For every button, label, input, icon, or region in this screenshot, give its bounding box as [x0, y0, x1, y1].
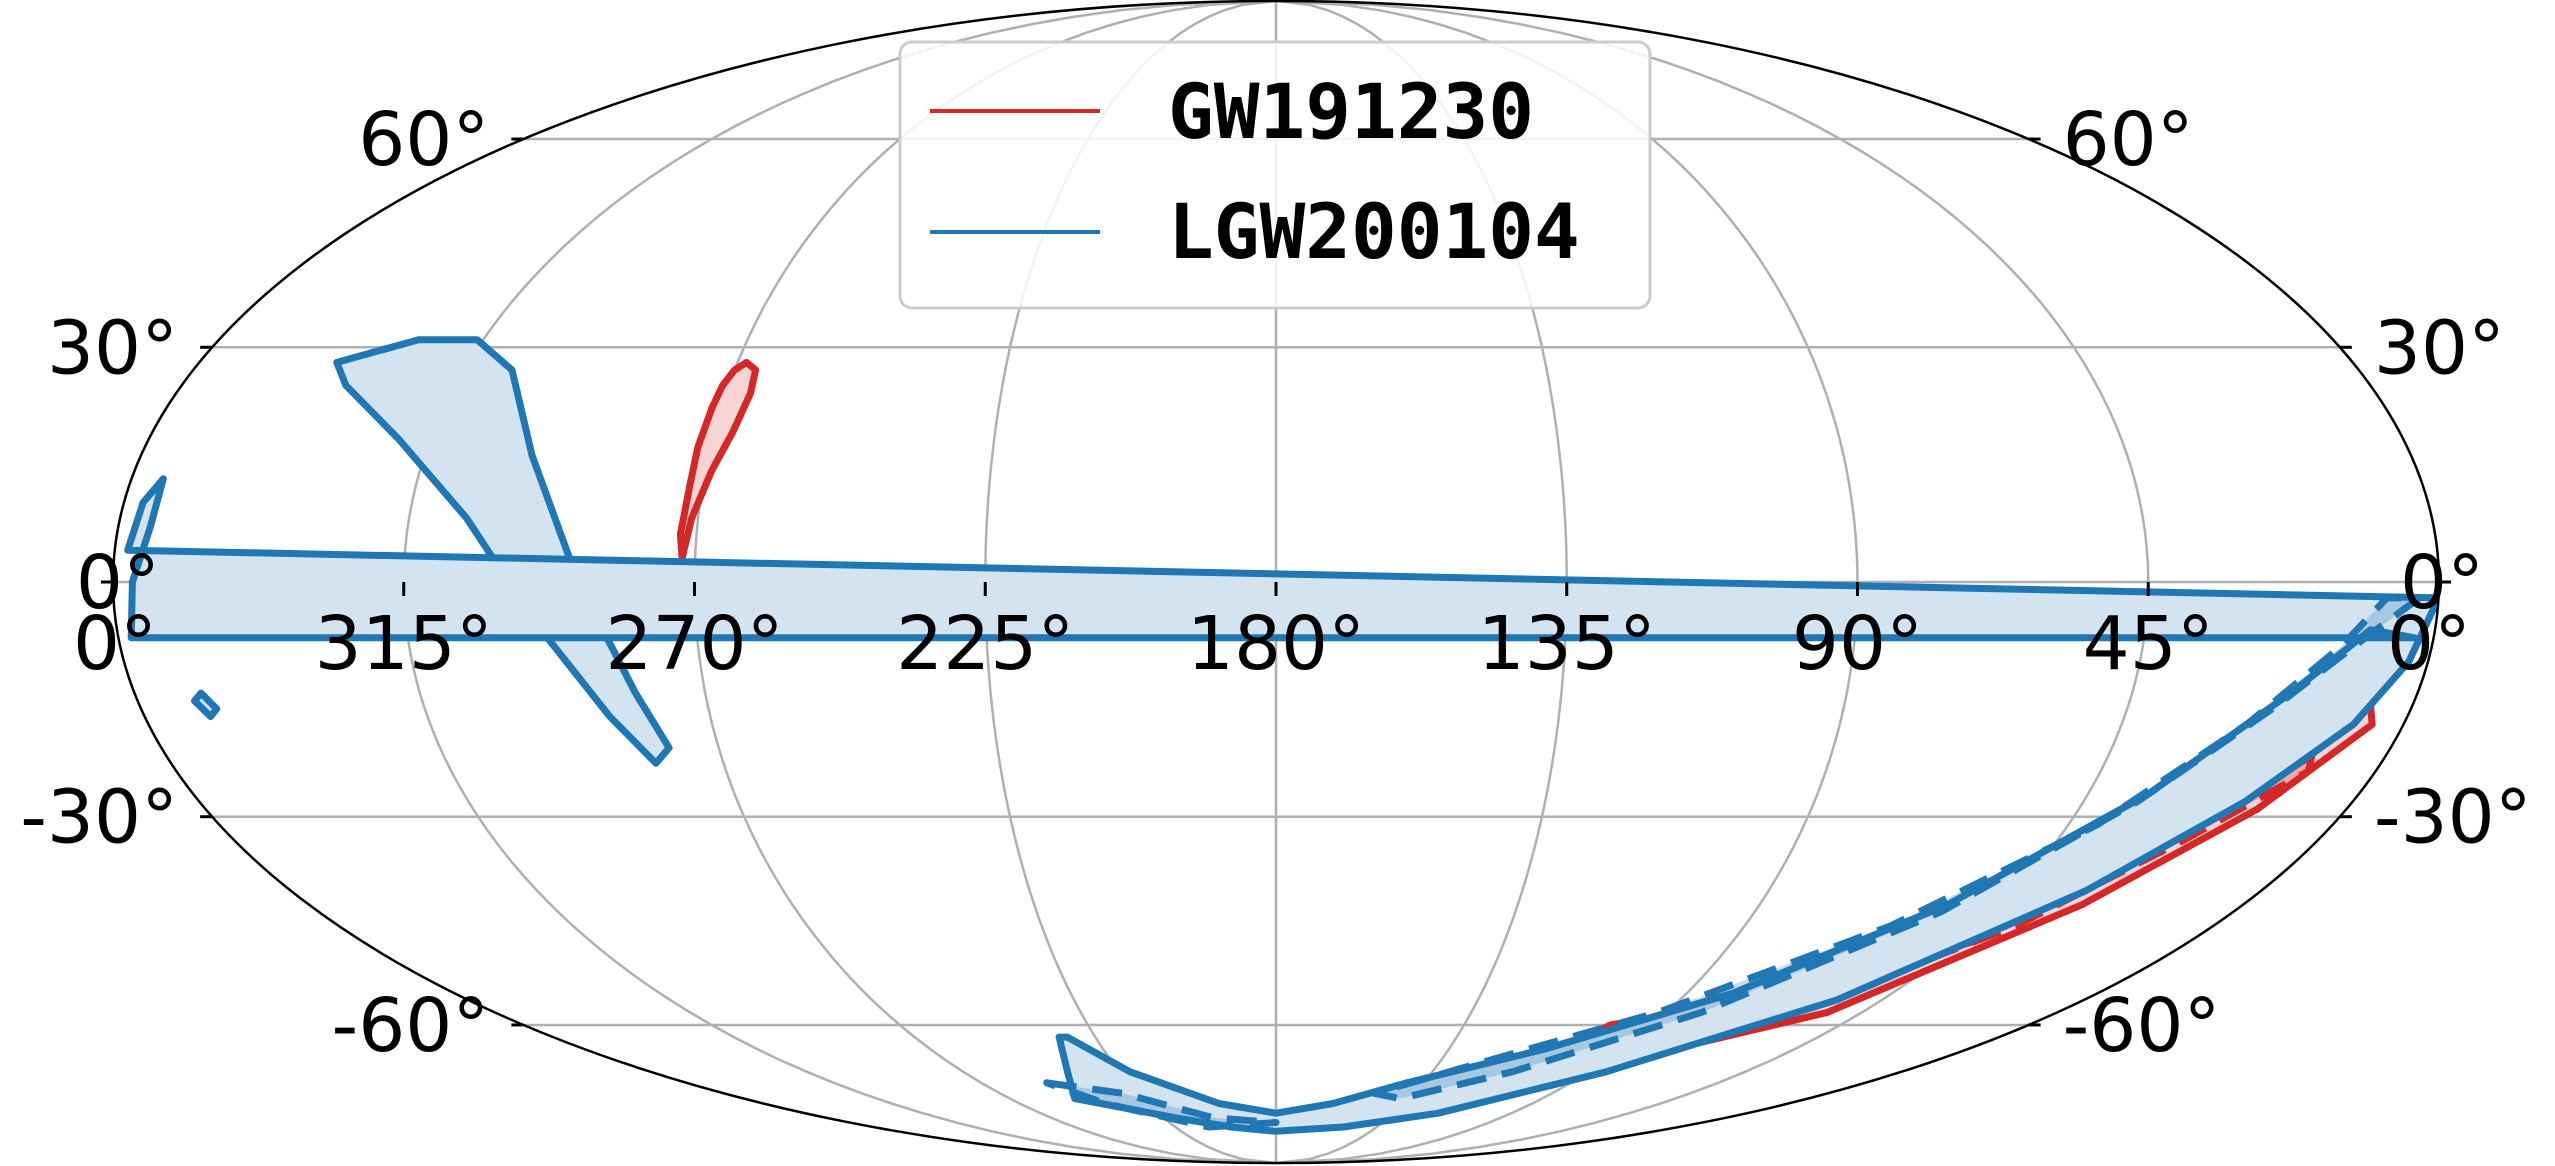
longitude-labels: 0° 315° 270° 225° 180° 135° 90° 45° 0° — [73, 601, 2471, 687]
lon-tick-label: 0° — [73, 601, 157, 687]
region-lgw200104-4 — [1043, 1079, 1280, 1131]
region-lgw200104-2 — [191, 689, 221, 721]
lon-tick-label: 225° — [896, 601, 1074, 687]
lon-tick-label: 135° — [1478, 601, 1656, 687]
lat-tick-label-right: -60° — [2063, 983, 2221, 1069]
lat-tick-label-left: 30° — [47, 305, 178, 391]
lat-tick-label-left: 0° — [76, 540, 160, 626]
region-lgw200104-0 — [333, 336, 673, 767]
lon-tick-label: 315° — [315, 601, 493, 687]
lat-tick-label-left: 60° — [358, 97, 489, 183]
lon-tick-label: 180° — [1187, 601, 1365, 687]
probability-regions — [124, 336, 2439, 1135]
legend: GW191230 LGW200104 — [898, 40, 1652, 310]
lat-tick-label-right: -30° — [2374, 775, 2532, 861]
lon-tick-label: 45° — [2083, 601, 2214, 687]
region-lgw200104-1 — [124, 475, 2439, 1135]
lat-tick-label-right: 60° — [2063, 97, 2194, 183]
lon-tick-label: 270° — [605, 601, 783, 687]
lat-tick-label-left: -60° — [332, 983, 490, 1069]
latitude-labels: 60° 60°30° 30°0° 0°-30° -30°-60° -60° — [20, 97, 2532, 1069]
legend-label-lgw200104: LGW200104 — [1168, 187, 1580, 276]
lon-tick-label: 90° — [1792, 601, 1923, 687]
lat-tick-label-right: 0° — [2400, 540, 2484, 626]
region-gw191230-0 — [676, 358, 760, 562]
lat-tick-label-right: 30° — [2374, 305, 2505, 391]
legend-box — [898, 40, 1652, 310]
lon-tick-label: 0° — [2387, 601, 2471, 687]
lat-tick-label-left: -30° — [20, 775, 178, 861]
axis-ticks — [101, 137, 2451, 1027]
legend-label-gw191230: GW191230 — [1168, 67, 1534, 156]
region-lgw200104-3 — [1370, 594, 2423, 1102]
